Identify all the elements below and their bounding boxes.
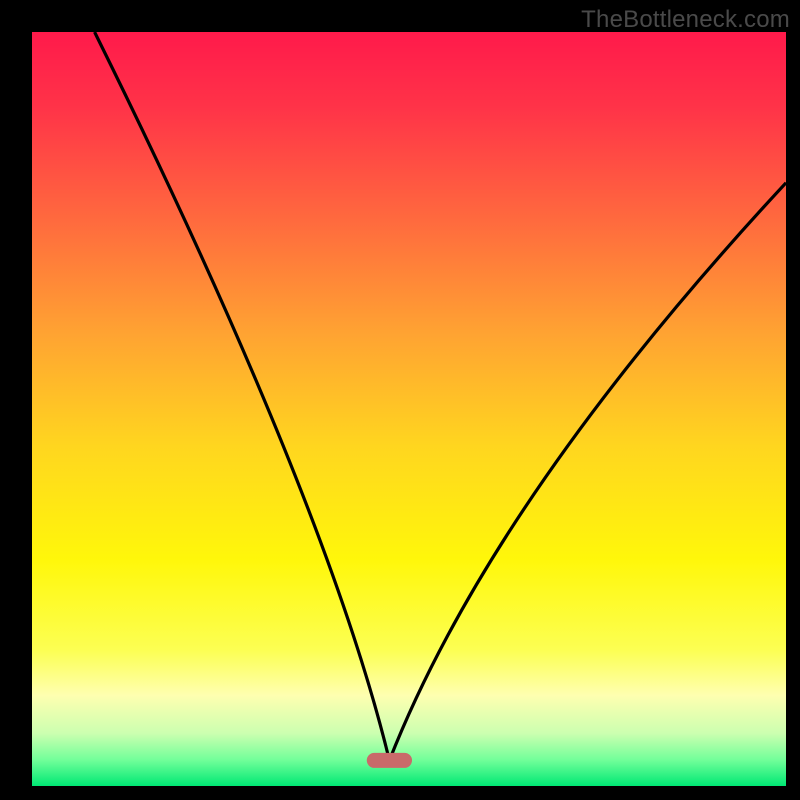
bottleneck-chart-svg — [0, 0, 800, 800]
optimal-point-marker — [367, 753, 412, 768]
chart-canvas: TheBottleneck.com — [0, 0, 800, 800]
